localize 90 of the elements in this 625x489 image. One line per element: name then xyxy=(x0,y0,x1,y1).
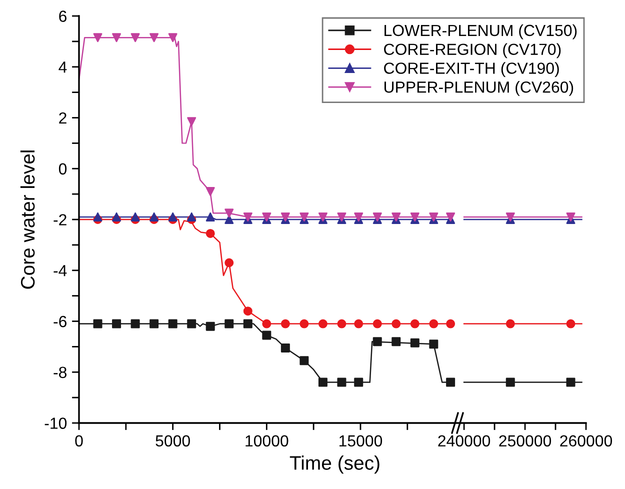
point xyxy=(410,338,420,348)
point xyxy=(506,378,515,387)
point xyxy=(446,212,456,222)
point xyxy=(337,378,346,387)
legend-label: CORE-REGION (CV170) xyxy=(384,43,561,58)
y-tick-label: -2 xyxy=(54,214,66,226)
x-tick-label: 10000 xyxy=(246,435,288,447)
point xyxy=(354,319,364,328)
y-tick-label: 4 xyxy=(58,62,67,73)
x-tick-label: 250000 xyxy=(499,435,552,447)
point xyxy=(372,319,382,328)
point xyxy=(372,212,382,222)
point xyxy=(243,319,252,328)
point xyxy=(187,117,196,126)
y-tick-label: -6 xyxy=(54,316,66,328)
point xyxy=(150,319,159,328)
point xyxy=(318,212,328,222)
point xyxy=(337,319,346,328)
x-tick-label: 240000 xyxy=(438,435,490,447)
point xyxy=(280,319,290,328)
point xyxy=(300,356,309,366)
x-tick-label: 260000 xyxy=(560,435,612,447)
point xyxy=(300,319,309,328)
y-tick-label: -4 xyxy=(54,265,67,276)
point xyxy=(262,212,272,222)
legend-label: CORE-EXIT-TH (CV190) xyxy=(384,62,559,78)
point xyxy=(262,319,272,328)
point xyxy=(392,212,401,222)
point xyxy=(112,33,122,42)
point xyxy=(410,212,420,222)
point xyxy=(168,319,178,328)
point xyxy=(150,33,159,42)
point xyxy=(506,319,515,328)
point xyxy=(243,306,252,316)
point xyxy=(300,212,309,222)
point xyxy=(206,212,215,222)
point xyxy=(280,212,290,222)
point xyxy=(150,212,159,222)
point xyxy=(93,212,102,222)
x-tick-label: 0 xyxy=(75,435,83,447)
point xyxy=(337,212,346,222)
point xyxy=(206,322,215,331)
point xyxy=(224,319,234,328)
point xyxy=(446,319,456,328)
point xyxy=(262,330,272,340)
point xyxy=(280,343,290,352)
y-tick-label: -10 xyxy=(44,418,67,429)
point xyxy=(112,319,122,328)
point xyxy=(224,215,234,224)
point xyxy=(429,212,438,222)
point xyxy=(354,212,364,222)
point xyxy=(93,33,102,42)
point xyxy=(224,208,234,218)
point xyxy=(130,33,140,42)
x-axis-title: Time (sec) xyxy=(290,456,380,474)
y-tick-label: 0 xyxy=(58,163,67,175)
y-axis-title: Core water level xyxy=(20,150,35,289)
point xyxy=(446,378,456,387)
point xyxy=(168,33,178,42)
point xyxy=(429,319,438,328)
point xyxy=(112,212,122,222)
point xyxy=(410,319,420,328)
legend-label: LOWER-PLENUM (CV150) xyxy=(384,24,577,40)
point xyxy=(93,319,102,328)
point xyxy=(372,337,382,346)
y-tick-label: 2 xyxy=(59,112,66,124)
point xyxy=(318,319,328,328)
point xyxy=(392,337,401,346)
point xyxy=(318,378,328,387)
point xyxy=(566,319,576,328)
point xyxy=(224,258,234,268)
point xyxy=(392,319,401,328)
point xyxy=(130,319,140,328)
point xyxy=(243,212,252,222)
point xyxy=(168,212,178,222)
point xyxy=(429,340,438,349)
x-tick-label: 5000 xyxy=(156,435,190,447)
point xyxy=(566,212,576,222)
y-tick-label: -8 xyxy=(54,366,66,378)
point xyxy=(206,187,215,196)
point xyxy=(187,212,196,222)
y-tick-label: 6 xyxy=(59,10,66,22)
point xyxy=(187,319,196,328)
point xyxy=(206,228,215,238)
point xyxy=(506,212,515,222)
x-tick-label: 15000 xyxy=(339,435,382,447)
point xyxy=(130,212,140,222)
point xyxy=(354,378,364,387)
point xyxy=(566,378,576,387)
legend-label: UPPER-PLENUM (CV260) xyxy=(384,81,574,96)
